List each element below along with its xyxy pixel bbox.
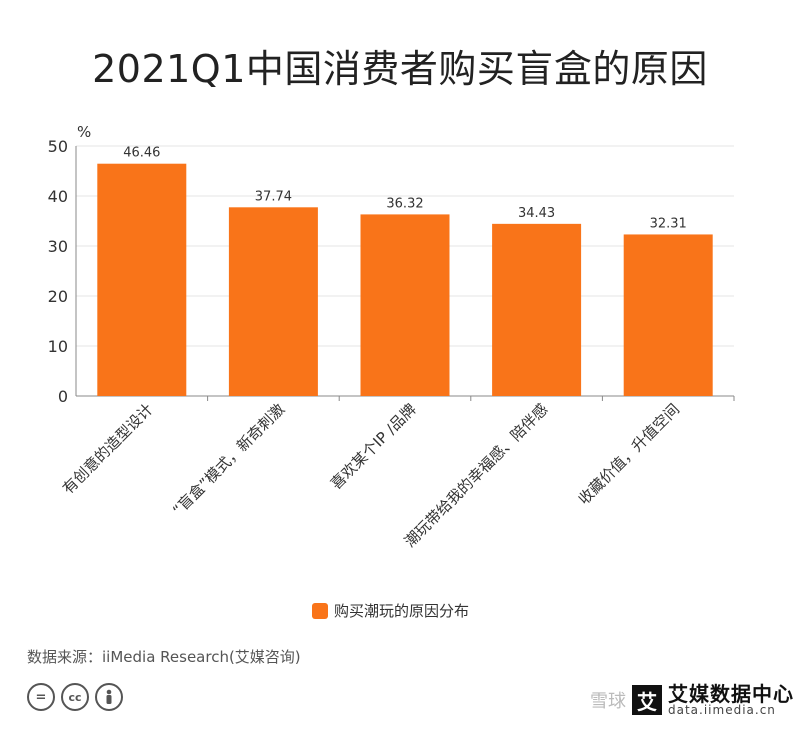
bar (228, 207, 318, 396)
bar (492, 223, 582, 396)
bar (623, 234, 713, 396)
brand-url: data.iimedia.cn (668, 703, 776, 717)
person-icon (95, 683, 123, 711)
data-label: 34.43 (518, 206, 555, 221)
data-source: 数据来源：iiMedia Research(艾媒咨询) (27, 648, 301, 666)
x-tick-label: “盲盒”模式，新奇刺激 (169, 400, 288, 519)
y-tick-label: 40 (48, 187, 68, 206)
x-tick-label: 潮玩带给我的幸福感、陪伴感 (401, 400, 552, 551)
xueqiu-watermark: 雪球 (590, 691, 626, 712)
data-label: 46.46 (123, 146, 160, 161)
y-tick-label: 0 (58, 387, 68, 406)
watermark: 雪球 艾 艾媒数据中心 data.iimedia.cn (590, 684, 794, 716)
x-tick-label: 收藏价值，升值空间 (575, 400, 683, 508)
y-unit-label: % (77, 123, 91, 141)
bar (360, 214, 450, 396)
iimedia-logo-icon: 艾 (632, 685, 662, 715)
data-label: 32.31 (650, 216, 687, 231)
bar (97, 163, 187, 396)
brand-name: 艾媒数据中心 (668, 682, 794, 706)
y-tick-label: 30 (48, 237, 68, 256)
equals-icon: = (27, 683, 55, 711)
legend-swatch (312, 602, 328, 619)
legend-label: 购买潮玩的原因分布 (334, 602, 470, 620)
y-tick-label: 50 (48, 137, 68, 156)
x-tick-label: 有创意的造型设计 (59, 400, 157, 498)
chart-title: 2021Q1中国消费者购买盲盒的原因 (92, 47, 708, 91)
y-tick-label: 10 (48, 337, 68, 356)
bar-chart: 0 10 20 30 40 50% 46.46 有创意的造型设计 37.74 “盲盒”模式，新奇刺… (48, 123, 735, 551)
license-icons: = cc (27, 683, 123, 711)
data-label: 36.32 (386, 196, 423, 211)
legend: 购买潮玩的原因分布 (312, 600, 469, 621)
cc-icon: cc (61, 683, 89, 711)
x-tick-label: 喜欢某个IP /品牌 (327, 400, 420, 493)
y-tick-label: 20 (48, 287, 68, 306)
data-label: 37.74 (255, 189, 292, 204)
